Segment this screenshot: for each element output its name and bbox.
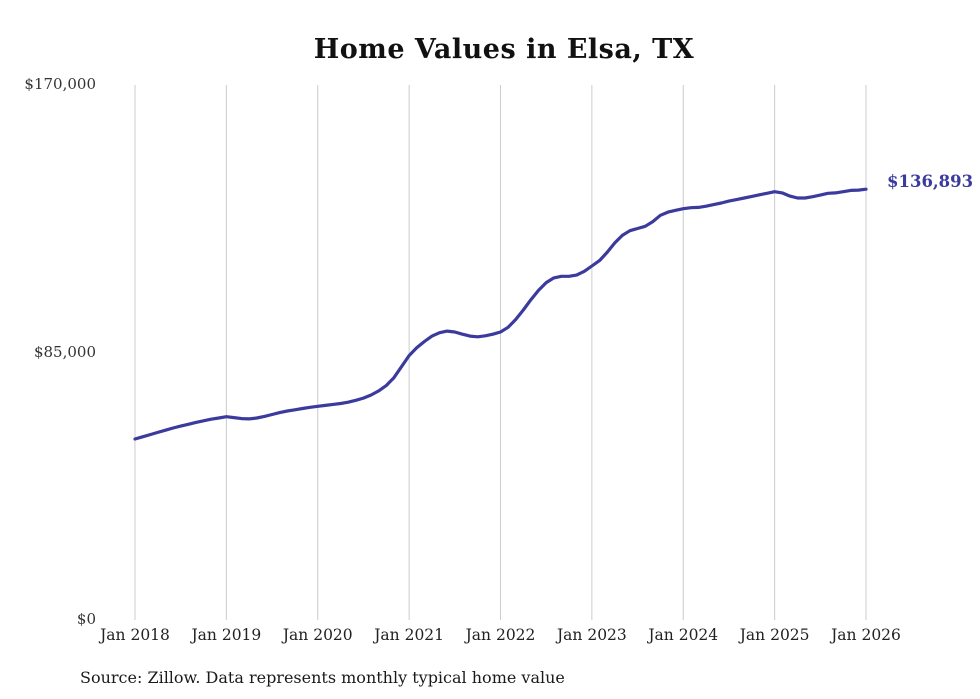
x-tick-label: Jan 2018 bbox=[100, 626, 170, 644]
chart-title: Home Values in Elsa, TX bbox=[313, 34, 695, 65]
x-tick-label: Jan 2020 bbox=[282, 626, 353, 644]
y-tick-label: $85,000 bbox=[33, 342, 96, 361]
y-tick-label: $0 bbox=[76, 610, 96, 628]
gridlines bbox=[134, 85, 867, 620]
current-value-label: $136,893 bbox=[887, 172, 974, 192]
x-tick-label: Jan 2024 bbox=[648, 626, 719, 644]
x-tick-label: Jan 2026 bbox=[831, 626, 901, 644]
x-tick-label: Jan 2023 bbox=[556, 626, 627, 644]
x-tick-label: Jan 2022 bbox=[465, 626, 536, 644]
x-tick-label: Jan 2019 bbox=[191, 626, 262, 644]
home-value-line bbox=[133, 187, 868, 441]
y-tick-label: $170,000 bbox=[24, 75, 96, 93]
source-note: Source: Zillow. Data represents monthly … bbox=[80, 668, 565, 687]
x-tick-label: Jan 2021 bbox=[374, 626, 445, 644]
x-tick-label: Jan 2025 bbox=[739, 626, 810, 644]
